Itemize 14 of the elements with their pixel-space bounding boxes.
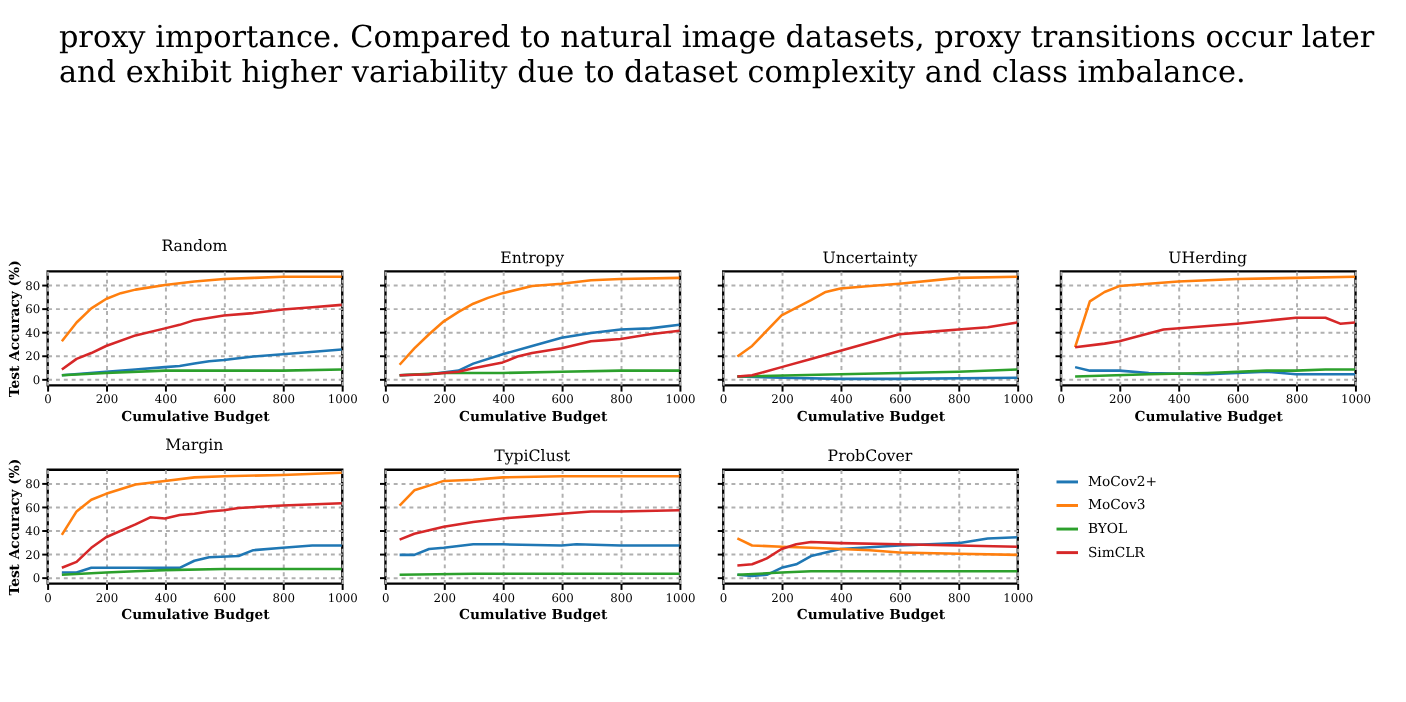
line-series: [60, 544, 343, 574]
line-series: [60, 275, 343, 343]
chart-title: ProbCover: [827, 447, 913, 466]
chart-title: Uncertainty: [822, 248, 919, 267]
chart-title: TypiClust: [494, 447, 572, 466]
chart-title: Random: [161, 237, 229, 256]
chart-title: Entropy: [500, 248, 566, 267]
chart-title: UHerding: [1168, 248, 1248, 267]
text: and exhibit higher variability due to dataset complexity and class imbalance.: [58, 54, 1246, 91]
chart-title: Margin: [165, 435, 224, 454]
line-series: [60, 501, 343, 570]
text: proxy importance. Compared to natural image datasets, proxy transitions occur later: [58, 18, 1376, 55]
line-series: [60, 471, 343, 537]
line-series: [60, 303, 343, 371]
